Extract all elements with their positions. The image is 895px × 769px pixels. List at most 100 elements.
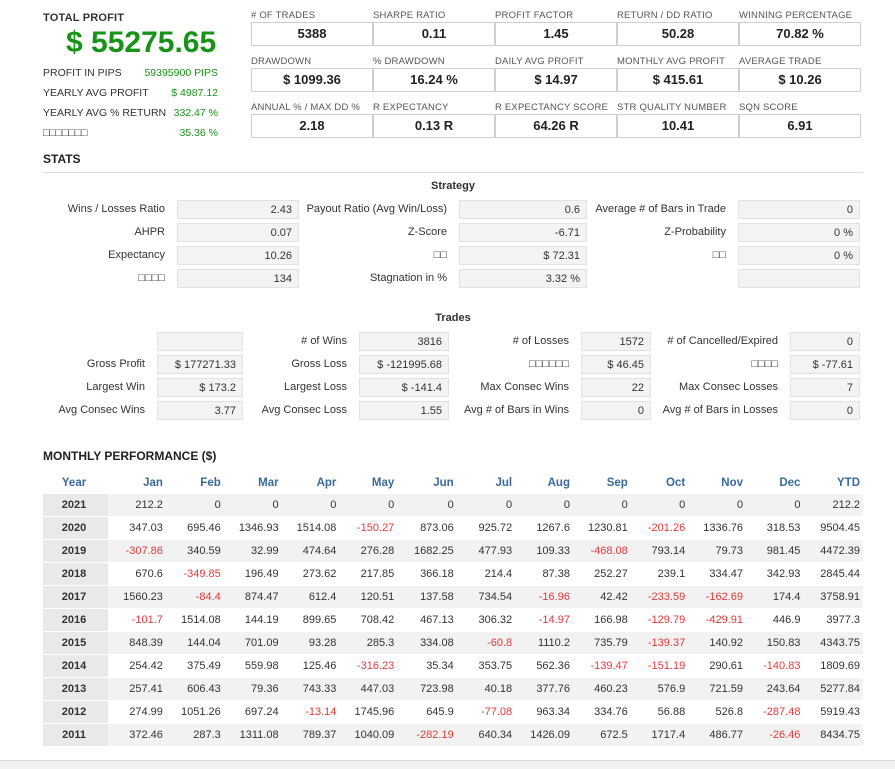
month-value-cell: 562.36 [515,654,573,678]
strategy-stat-value: 0 % [738,246,860,265]
table-row: 2015 848.39 144.04 701.09 93.28 285.3 334.08 -6… [43,631,863,655]
month-value-cell: -140.83 [746,654,804,678]
month-value-cell: 1717.4 [630,723,689,746]
month-value-cell: 848.39 [108,631,166,655]
year-cell: 2021 [43,493,109,517]
month-value-cell: 612.4 [281,585,340,609]
trade-stat-label: Avg Consec Wins [58,404,145,416]
metric-label: % DRAWDOWN [373,56,445,67]
month-value-cell: 276.28 [339,539,398,563]
strategy-title: Strategy [430,180,476,192]
year-cell: 2014 [43,654,109,678]
trade-stat-label: Max Consec Losses [678,381,778,393]
yearly-avg-profit-row: YEARLY AVG PROFIT $ 4987.12 [43,87,218,99]
month-value-cell: 0 [746,493,804,517]
year-cell: 2017 [43,585,109,609]
month-value-cell: 342.93 [746,562,804,586]
strategy-stat-label: Wins / Losses Ratio [67,203,165,215]
month-value-cell: -77.08 [456,700,516,724]
column-header: Jan [108,472,166,494]
month-value-cell: -162.69 [688,585,747,609]
strategy-stat-label: Average # of Bars in Trade [595,203,726,215]
metric-card: WINNING PERCENTAGE 70.82 % [739,10,861,46]
month-value-cell: 559.98 [223,654,282,678]
trade-stat-label: Gross Loss [291,358,347,370]
month-value-cell: 1040.09 [339,723,398,746]
month-value-cell: 576.9 [630,677,689,701]
table-row: 2012 274.99 1051.26 697.24 -13.14 1745.96 645.… [43,700,863,724]
month-value-cell: 0 [165,493,224,517]
trade-stat-value: 22 [581,378,651,397]
strategy-stat-value: 0.6 [459,200,587,219]
metric-label: MONTHLY AVG PROFIT [617,56,726,67]
month-value-cell: 353.75 [456,654,516,678]
horizontal-scrollbar[interactable] [0,760,895,769]
month-value-cell: 701.09 [223,631,282,655]
month-value-cell: -101.7 [108,608,166,632]
month-value-cell: 79.73 [688,539,747,563]
month-value-cell: 306.32 [456,608,516,632]
strategy-stat-value: 0.07 [177,223,299,242]
month-value-cell: 239.1 [630,562,689,586]
yearly-avg-return-row: YEARLY AVG % RETURN 332.47 % [43,107,218,119]
month-value-cell: 793.14 [630,539,689,563]
month-value-cell: -150.27 [339,516,398,540]
table-row: 2011 372.46 287.3 1311.08 789.37 1040.09 -282.… [43,723,863,746]
month-value-cell: 1267.6 [515,516,573,540]
year-cell: 2011 [43,723,109,746]
metric-value: 70.82 % [739,22,861,46]
metric-label: PROFIT FACTOR [495,10,574,21]
month-value-cell: 925.72 [456,516,516,540]
month-value-cell: 1336.76 [688,516,747,540]
month-value-cell: 1809.69 [803,654,863,678]
strategy-stat-value: 134 [177,269,299,288]
month-value-cell: 137.58 [397,585,457,609]
month-value-cell: -139.37 [630,631,689,655]
metric-card: SQN SCORE 6.91 [739,102,861,138]
trade-stat-value: $ 177271.33 [157,355,243,374]
month-value-cell: 963.34 [515,700,573,724]
summary-label: YEARLY AVG PROFIT [43,87,149,99]
month-value-cell: 0 [515,493,573,517]
strategy-stat-label: □□ [712,249,726,261]
month-value-cell: -13.14 [281,700,340,724]
strategy-stat-label: Z-Score [407,226,447,238]
month-value-cell: 56.88 [630,700,689,724]
trade-stat-value: 7 [790,378,860,397]
strategy-stat-value: $ 72.31 [459,246,587,265]
metric-card: RETURN / DD RATIO 50.28 [617,10,739,46]
trade-stat-value: $ -121995.68 [359,355,449,374]
metric-value: $ 14.97 [495,68,617,92]
month-value-cell: 79.36 [223,677,282,701]
metric-card: MONTHLY AVG PROFIT $ 415.61 [617,56,739,92]
metric-card: R EXPECTANCY SCORE 64.26 R [495,102,617,138]
trade-stat-value: 0 [790,401,860,420]
strategy-stat-value: -6.71 [459,223,587,242]
monthly-performance-title: MONTHLY PERFORMANCE ($) [43,449,217,463]
strategy-stat-value: 10.26 [177,246,299,265]
metric-card: DAILY AVG PROFIT $ 14.97 [495,56,617,92]
metric-label: # OF TRADES [251,10,316,21]
metric-label: STR QUALITY NUMBER [617,102,727,113]
month-value-cell: 217.85 [339,562,398,586]
metric-value: 0.11 [373,22,495,46]
metric-label: DAILY AVG PROFIT [495,56,584,67]
monthly-performance-table: Year Jan Feb Mar Apr May Jun Jul Aug Sep Oct Nov Dec… [43,472,863,746]
trade-stat-value [157,332,243,351]
month-value-cell: 0 [223,493,282,517]
month-value-cell: 672.5 [572,723,631,746]
month-value-cell: 4472.39 [803,539,863,563]
month-value-cell: 366.18 [397,562,457,586]
month-value-cell: 474.64 [281,539,340,563]
month-value-cell: 1311.08 [223,723,282,746]
month-value-cell: 32.99 [223,539,282,563]
month-value-cell: -282.19 [397,723,457,746]
month-value-cell: 334.47 [688,562,747,586]
month-value-cell: 347.03 [108,516,166,540]
month-value-cell: 257.41 [108,677,166,701]
month-value-cell: 87.38 [515,562,573,586]
trade-stat-label: Largest Win [86,381,145,393]
table-header-row: Year Jan Feb Mar Apr May Jun Jul Aug Sep Oct Nov Dec… [43,472,863,494]
year-cell: 2012 [43,700,109,724]
month-value-cell: 375.49 [165,654,224,678]
